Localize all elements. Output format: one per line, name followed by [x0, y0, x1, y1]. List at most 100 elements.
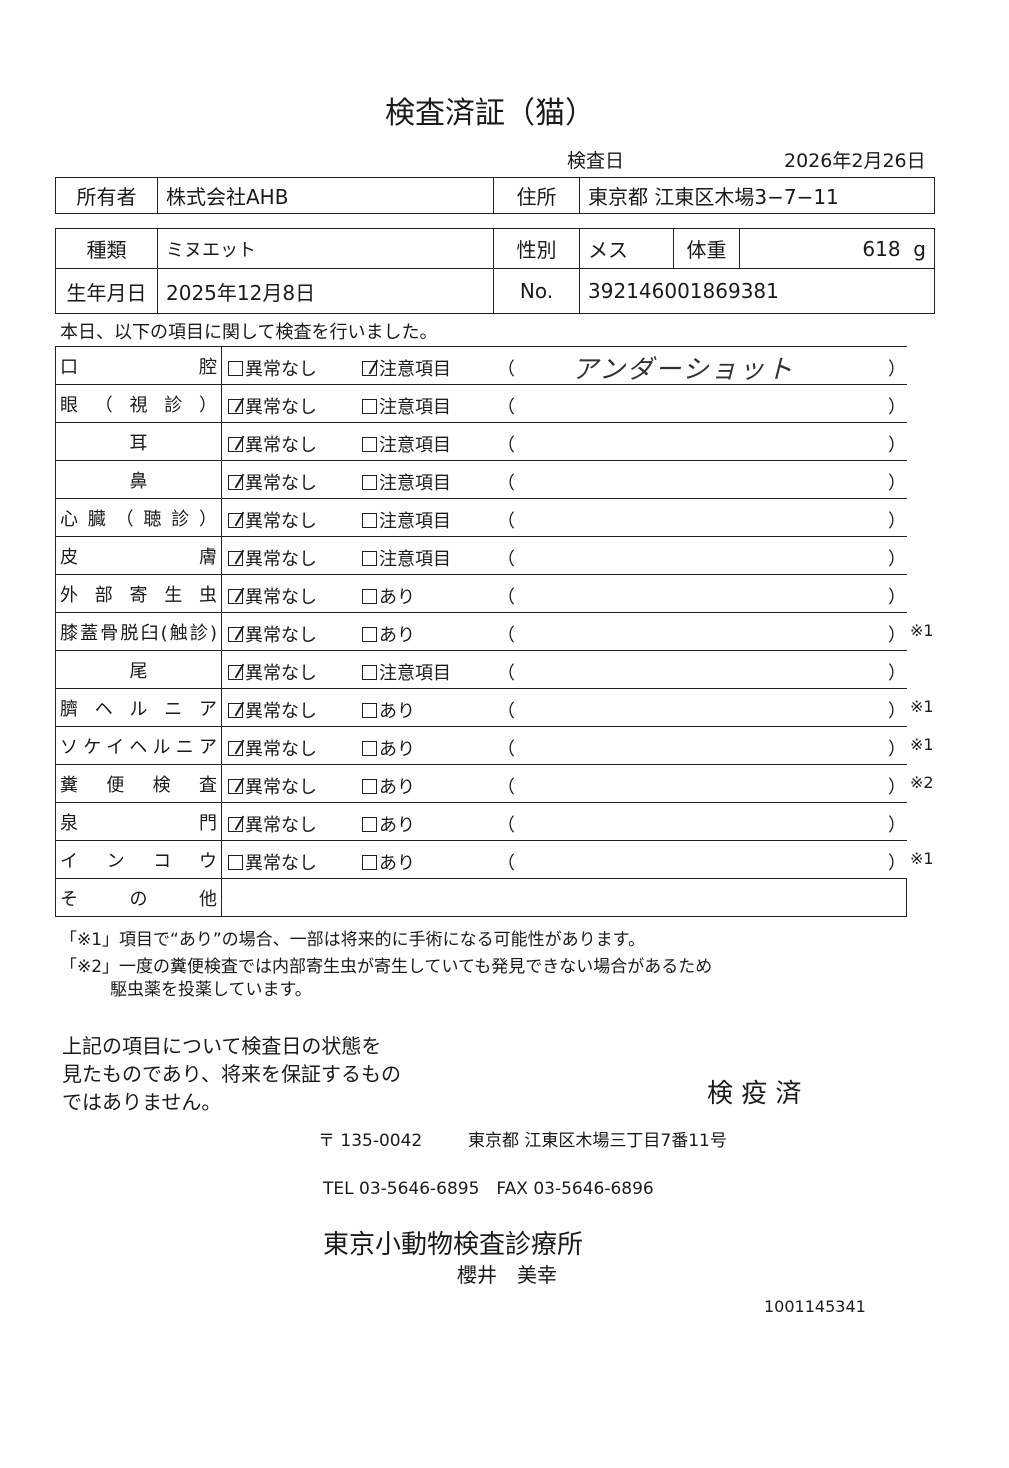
open-paren: （: [497, 473, 515, 494]
item-name: 心臓（聴診）: [55, 498, 222, 537]
inspection-row: 鼻 異常なし 注意項目 （ ）: [55, 460, 907, 499]
birth-value: 2025年12月8日: [157, 268, 494, 314]
other-label: あり: [379, 587, 415, 608]
checkbox-icon[interactable]: [228, 741, 243, 756]
normal-option[interactable]: 異常なし: [228, 773, 317, 799]
other-option[interactable]: 注意項目: [362, 431, 451, 457]
normal-label: 異常なし: [245, 853, 317, 874]
checkbox-icon[interactable]: [228, 589, 243, 604]
item-options: 異常なし あり （ ）: [221, 688, 907, 727]
document-title: 検査済証（猫）: [385, 96, 595, 131]
normal-label: 異常なし: [245, 359, 317, 380]
checkbox-icon[interactable]: [362, 399, 377, 414]
checkbox-icon[interactable]: [362, 627, 377, 642]
other-label: 注意項目: [379, 663, 451, 684]
checkbox-icon[interactable]: [228, 399, 243, 414]
other-option[interactable]: あり: [362, 583, 415, 609]
address-label: 住所: [493, 177, 580, 214]
checkbox-icon[interactable]: [362, 855, 377, 870]
other-option[interactable]: あり: [362, 849, 415, 875]
other-notes[interactable]: [221, 878, 907, 917]
normal-label: 異常なし: [245, 397, 317, 418]
close-paren: ）: [888, 701, 906, 722]
checkbox-icon[interactable]: [362, 741, 377, 756]
other-option[interactable]: 注意項目: [362, 507, 451, 533]
checkbox-icon[interactable]: [228, 513, 243, 528]
other-label: 注意項目: [379, 473, 451, 494]
checkbox-icon[interactable]: [228, 703, 243, 718]
normal-option[interactable]: 異常なし: [228, 545, 317, 571]
weight-label: 体重: [673, 228, 740, 269]
normal-option[interactable]: 異常なし: [228, 697, 317, 723]
normal-option[interactable]: 異常なし: [228, 393, 317, 419]
birth-label: 生年月日: [55, 268, 158, 314]
normal-option[interactable]: 異常なし: [228, 735, 317, 761]
item-name: 臍ヘルニア: [55, 688, 222, 727]
normal-label: 異常なし: [245, 625, 317, 646]
checkbox-icon[interactable]: [362, 475, 377, 490]
weight-value: 618 g: [739, 228, 935, 269]
checkbox-icon[interactable]: [228, 817, 243, 832]
close-paren: ）: [888, 777, 906, 798]
clinic-phone-fax: TEL 03-5646-6895 FAX 03-5646-6896: [323, 1179, 654, 1199]
other-option[interactable]: 注意項目: [362, 355, 451, 381]
item-name: 泉 門: [55, 802, 222, 841]
open-paren: （: [497, 587, 515, 608]
checkbox-icon[interactable]: [362, 703, 377, 718]
normal-option[interactable]: 異常なし: [228, 659, 317, 685]
other-label: あり: [379, 701, 415, 722]
checkbox-icon[interactable]: [362, 779, 377, 794]
normal-option[interactable]: 異常なし: [228, 849, 317, 875]
normal-option[interactable]: 異常なし: [228, 621, 317, 647]
normal-option[interactable]: 異常なし: [228, 469, 317, 495]
checkbox-icon[interactable]: [362, 513, 377, 528]
other-option[interactable]: 注意項目: [362, 545, 451, 571]
checkbox-icon[interactable]: [362, 817, 377, 832]
inspection-row: 糞便検査 異常なし あり （ ）: [55, 764, 907, 803]
other-label: 注意項目: [379, 511, 451, 532]
item-options: 異常なし あり （ ）: [221, 612, 907, 651]
other-option[interactable]: あり: [362, 735, 415, 761]
other-option[interactable]: 注意項目: [362, 393, 451, 419]
other-option[interactable]: あり: [362, 621, 415, 647]
checkbox-icon[interactable]: [362, 437, 377, 452]
normal-label: 異常なし: [245, 473, 317, 494]
clinic-name: 東京小動物検査診療所: [323, 1230, 584, 1260]
open-paren: （: [497, 663, 515, 684]
normal-option[interactable]: 異常なし: [228, 811, 317, 837]
open-paren: （: [497, 815, 515, 836]
address-value: 東京都 江東区木場3−7−11: [579, 177, 935, 214]
other-option[interactable]: あり: [362, 697, 415, 723]
checkbox-icon[interactable]: [228, 475, 243, 490]
open-paren: （: [497, 701, 515, 722]
other-option[interactable]: あり: [362, 773, 415, 799]
weight-number: 618: [862, 236, 901, 261]
intro-text: 本日、以下の項目に関して検査を行いました。: [60, 322, 438, 343]
normal-option[interactable]: 異常なし: [228, 431, 317, 457]
checkbox-icon[interactable]: [228, 855, 243, 870]
checkbox-icon[interactable]: [362, 665, 377, 680]
inspection-row: ソケイヘルニア 異常なし あり （ ）: [55, 726, 907, 765]
disclaimer-line: ではありません。: [62, 1090, 222, 1114]
inspection-row: 口 腔 異常なし 注意項目 （ アンダーショット ）: [55, 346, 907, 385]
owner-label: 所有者: [55, 177, 158, 214]
normal-option[interactable]: 異常なし: [228, 355, 317, 381]
other-option[interactable]: 注意項目: [362, 659, 451, 685]
checkbox-icon[interactable]: [228, 779, 243, 794]
checkbox-icon[interactable]: [362, 361, 377, 376]
checkbox-icon[interactable]: [362, 551, 377, 566]
checkbox-icon[interactable]: [228, 551, 243, 566]
other-option[interactable]: あり: [362, 811, 415, 837]
checkbox-icon[interactable]: [228, 361, 243, 376]
checkbox-icon[interactable]: [362, 589, 377, 604]
breed-value: ミヌエット: [157, 228, 494, 269]
other-option[interactable]: 注意項目: [362, 469, 451, 495]
handwritten-note: アンダーショット: [572, 355, 795, 385]
normal-option[interactable]: 異常なし: [228, 507, 317, 533]
normal-option[interactable]: 異常なし: [228, 583, 317, 609]
item-options: 異常なし あり （ ）: [221, 802, 907, 841]
close-paren: ）: [888, 625, 906, 646]
checkbox-icon[interactable]: [228, 437, 243, 452]
checkbox-icon[interactable]: [228, 627, 243, 642]
checkbox-icon[interactable]: [228, 665, 243, 680]
